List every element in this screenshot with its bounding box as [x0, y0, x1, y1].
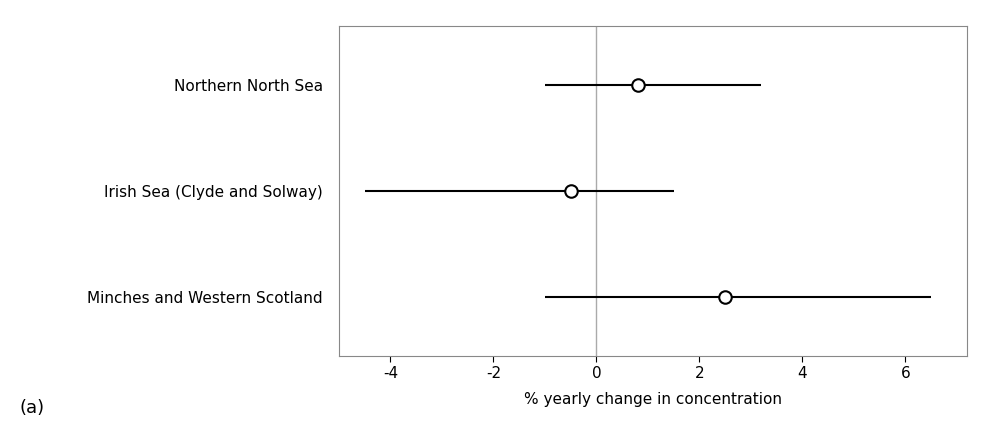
X-axis label: % yearly change in concentration: % yearly change in concentration	[524, 392, 782, 408]
Text: (a): (a)	[20, 399, 45, 417]
